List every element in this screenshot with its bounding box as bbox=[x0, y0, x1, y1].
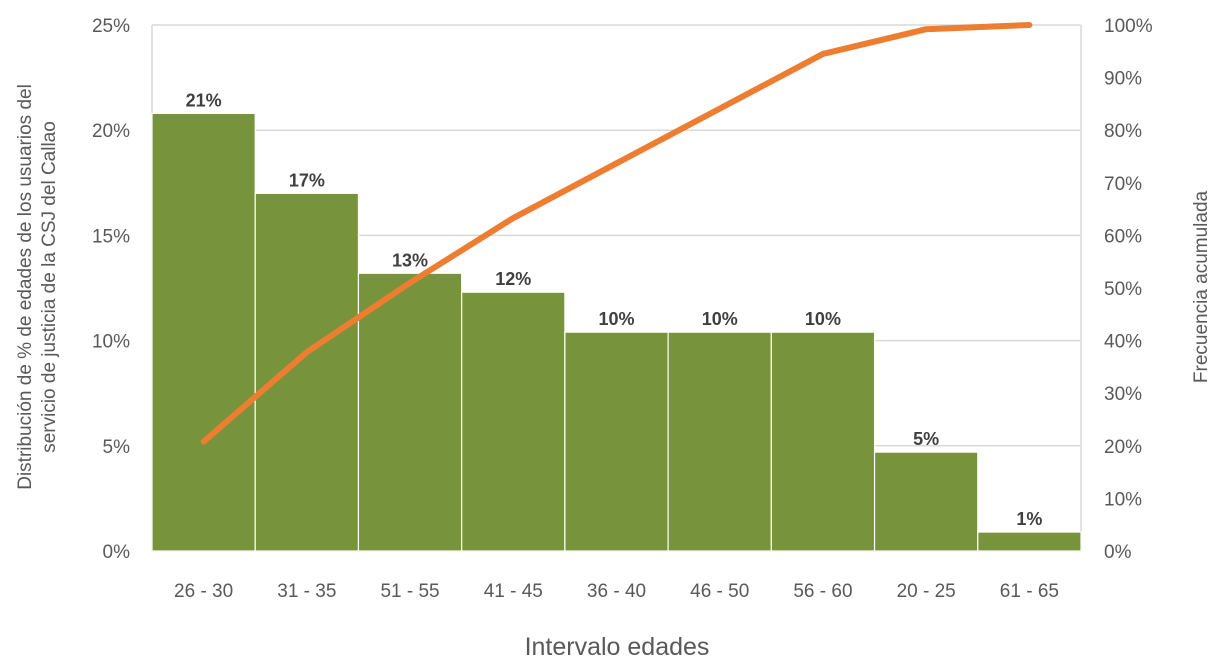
y-tick-label: 20% bbox=[92, 121, 130, 142]
bar-data-label: 17% bbox=[289, 170, 325, 190]
y2-tick-label: 10% bbox=[1104, 489, 1142, 510]
y2-tick-label: 50% bbox=[1104, 279, 1142, 300]
bar-data-label: 13% bbox=[392, 250, 428, 270]
x-category-label: 46 - 50 bbox=[690, 581, 749, 602]
y2-tick-label: 80% bbox=[1104, 121, 1142, 142]
y2-tick-label: 90% bbox=[1104, 69, 1142, 90]
right-axis-ticks: 0% 10% 20% 30% 40% 50% 60% 70% 80% 90% 100% bbox=[1104, 16, 1153, 563]
y2-tick-label: 0% bbox=[1104, 542, 1132, 563]
x-axis-title: Intervalo edades bbox=[525, 633, 710, 657]
bar-data-label: 10% bbox=[598, 309, 634, 329]
x-category-label: 26 - 30 bbox=[174, 581, 233, 602]
x-category-label: 56 - 60 bbox=[793, 581, 852, 602]
x-category-label: 36 - 40 bbox=[587, 581, 646, 602]
left-axis-ticks: 0% 5% 10% 15% 20% 25% bbox=[92, 16, 130, 563]
cumulative-line-series bbox=[200, 22, 1033, 445]
y-axis-title-line2: servicio de justicia de la CSJ del Calla… bbox=[39, 121, 60, 453]
bar-data-label: 10% bbox=[702, 309, 738, 329]
bar-data-label: 10% bbox=[805, 309, 841, 329]
bar-data-labels: 21% 17% 13% 12% 10% 10% 10% 5% 1% bbox=[186, 90, 1043, 529]
bar bbox=[977, 531, 1082, 552]
bar bbox=[667, 331, 772, 552]
bar-series bbox=[151, 112, 1082, 552]
y-tick-label: 5% bbox=[103, 437, 131, 458]
bar bbox=[254, 192, 360, 552]
y2-tick-label: 70% bbox=[1104, 174, 1142, 195]
bar-data-label: 5% bbox=[913, 429, 939, 449]
y2-axis-title: Frecuencia acumulada bbox=[1191, 190, 1212, 383]
y-tick-label: 25% bbox=[92, 16, 130, 37]
bar-data-label: 1% bbox=[1016, 509, 1042, 529]
bar-data-label: 21% bbox=[186, 90, 222, 110]
x-category-label: 20 - 25 bbox=[897, 581, 956, 602]
y-tick-label: 0% bbox=[103, 542, 131, 563]
y2-tick-label: 100% bbox=[1104, 16, 1153, 37]
bar bbox=[873, 451, 979, 552]
cumulative-line bbox=[200, 22, 1033, 445]
x-category-label: 31 - 35 bbox=[277, 581, 336, 602]
y-tick-label: 10% bbox=[92, 332, 130, 353]
x-category-label: 51 - 55 bbox=[380, 581, 439, 602]
y2-tick-label: 60% bbox=[1104, 226, 1142, 247]
bar bbox=[151, 112, 256, 552]
y-tick-label: 15% bbox=[92, 226, 130, 247]
y2-tick-label: 30% bbox=[1104, 384, 1142, 405]
y2-tick-label: 20% bbox=[1104, 437, 1142, 458]
bar bbox=[357, 272, 463, 552]
x-axis-categories: 26 - 30 31 - 35 51 - 55 41 - 45 36 - 40 46 - … bbox=[174, 581, 1059, 602]
bar-data-label: 12% bbox=[495, 269, 531, 289]
bar bbox=[461, 291, 566, 552]
bar bbox=[770, 331, 876, 552]
y-axis-title-line1: Distribución de % de edades de los usuar… bbox=[15, 84, 36, 490]
x-category-label: 41 - 45 bbox=[484, 581, 543, 602]
bar bbox=[564, 331, 669, 552]
x-category-label: 61 - 65 bbox=[1000, 581, 1059, 602]
y2-tick-label: 40% bbox=[1104, 332, 1142, 353]
